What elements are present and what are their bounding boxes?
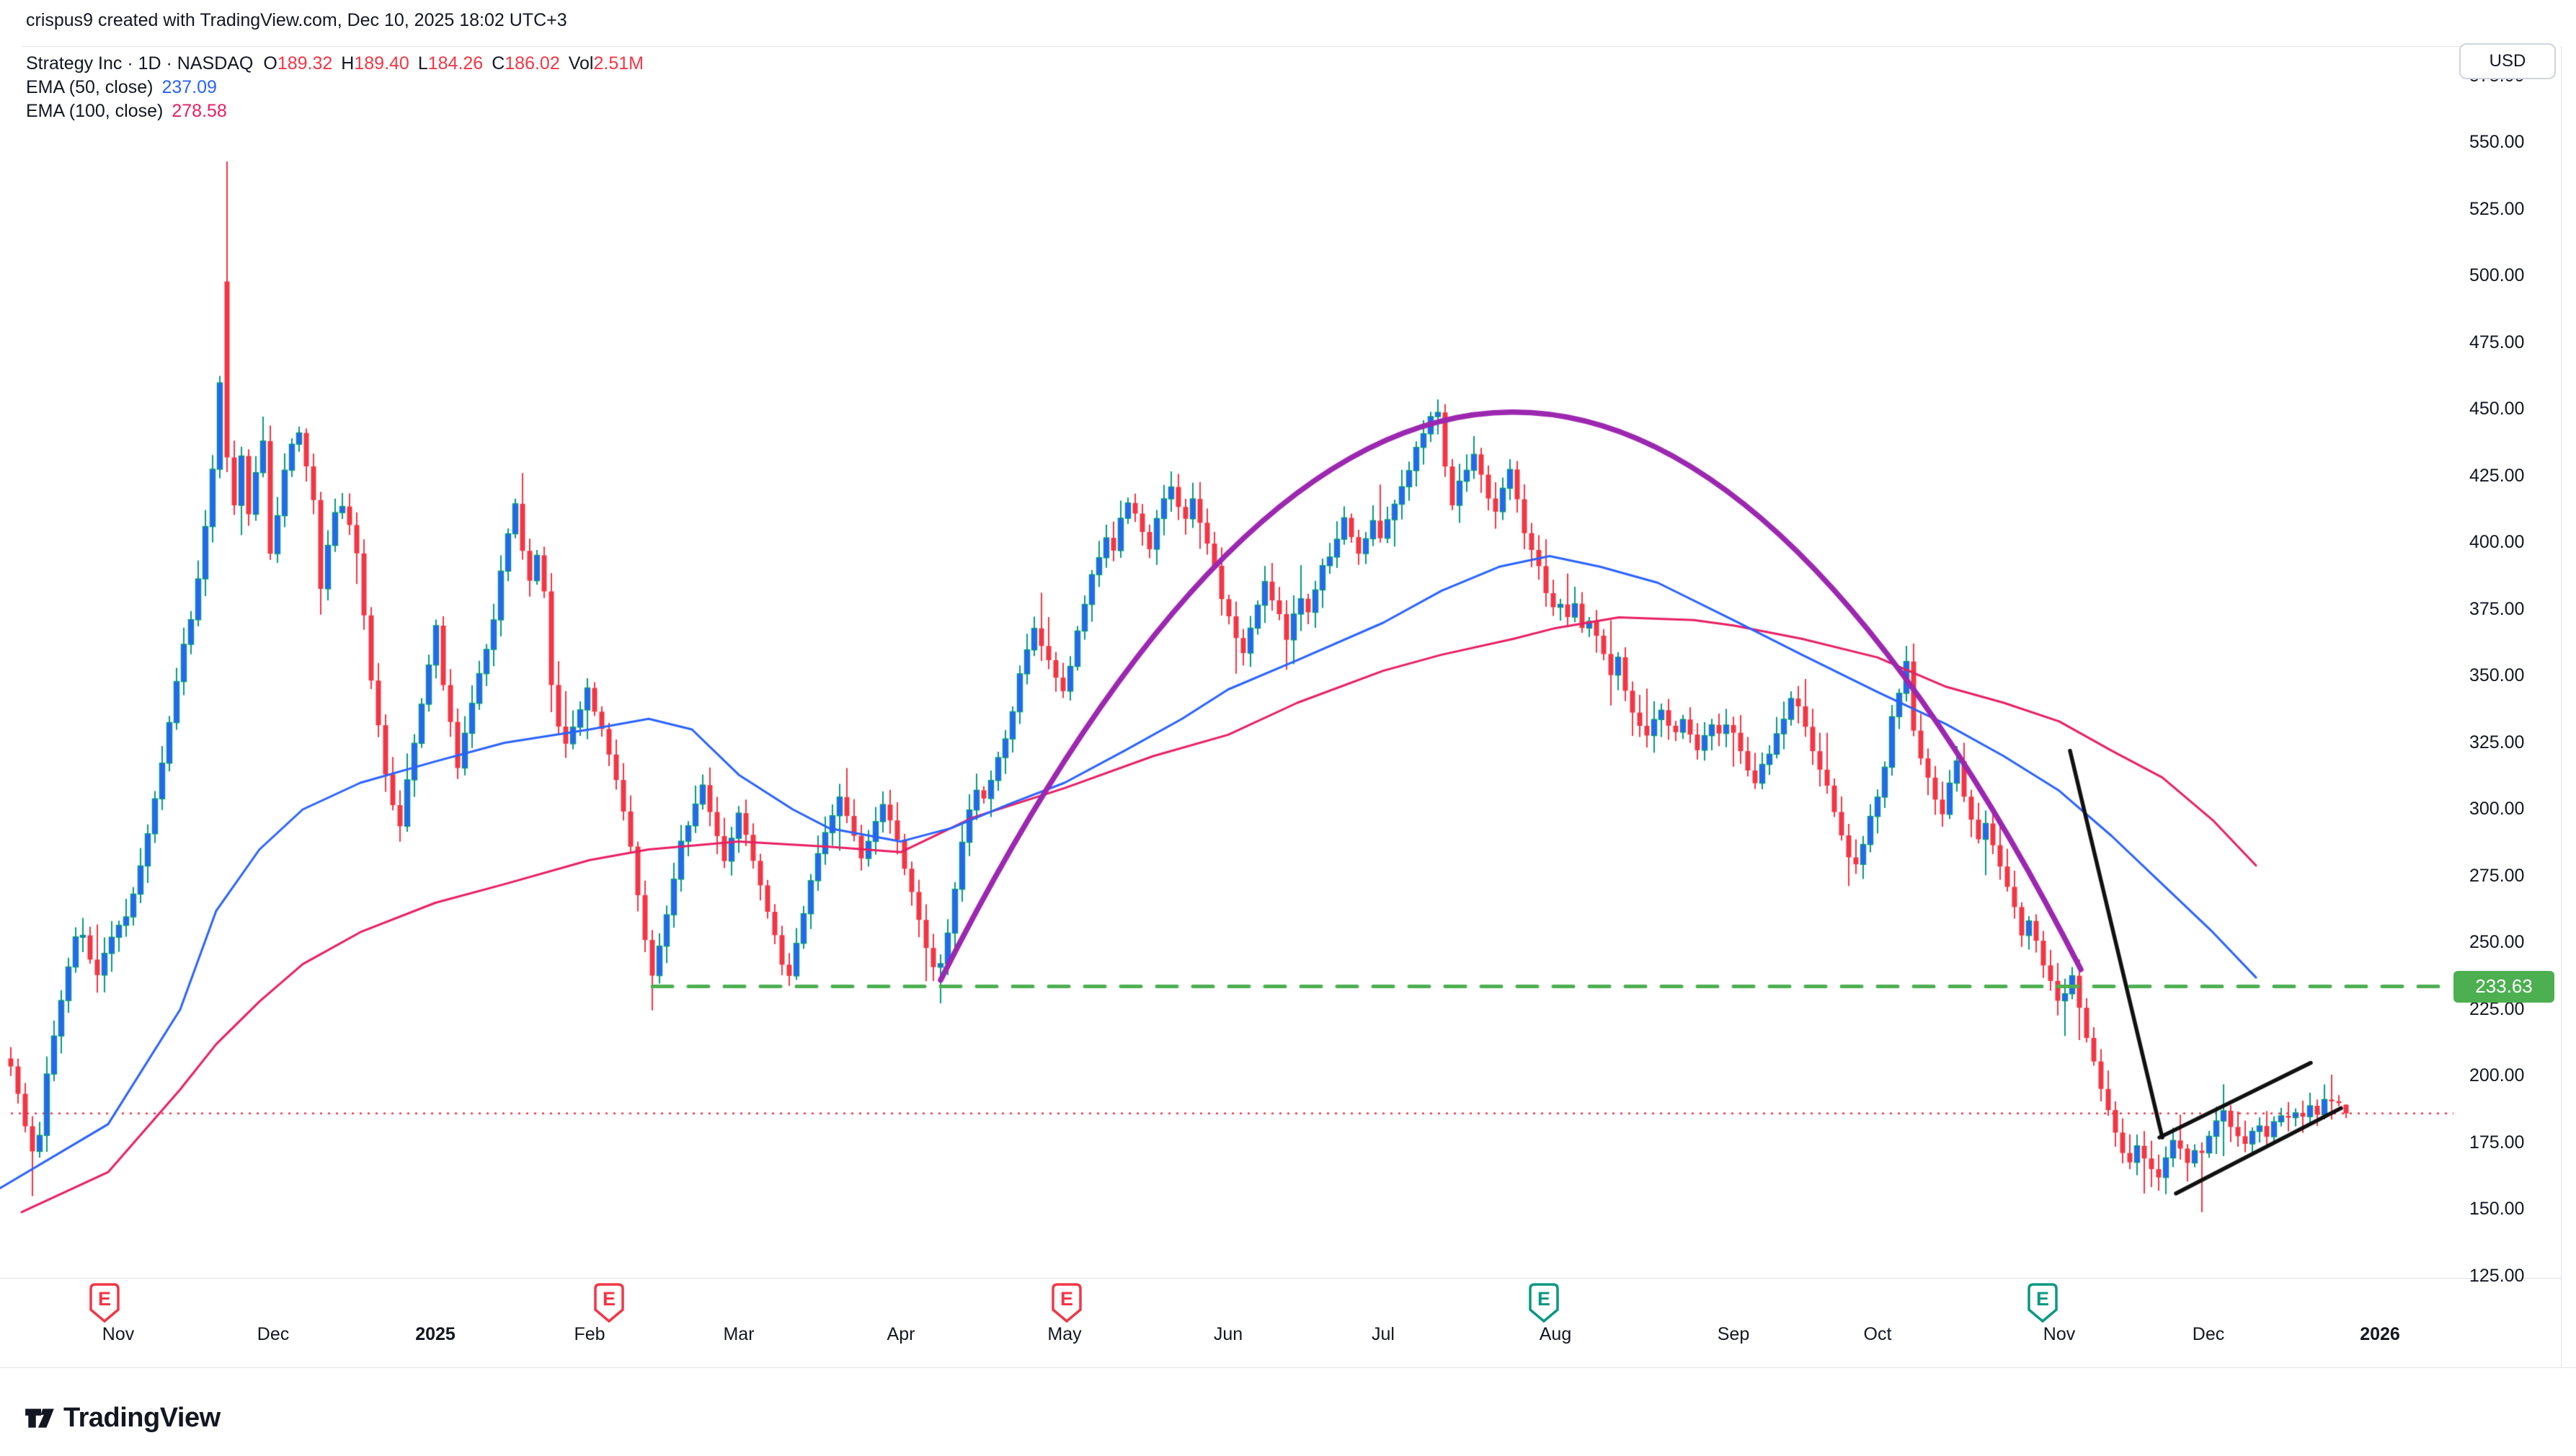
time-tick-label: Nov: [102, 1324, 135, 1344]
ohlc-quotes: O189.32 H189.40 L184.26 C186.02 Vol2.51M: [263, 53, 652, 74]
price-tick-label: 350.00: [2469, 665, 2525, 685]
ema100-value: 278.58: [172, 101, 227, 121]
quote-l: L184.26: [417, 53, 484, 74]
price-tick-label: 450.00: [2469, 399, 2525, 419]
legend-ema50-row[interactable]: EMA (50, close) 237.09: [26, 77, 652, 101]
brand-name: TradingView: [63, 1402, 221, 1433]
price-tick-label: 200.00: [2469, 1065, 2525, 1086]
time-tick-label: Jun: [1213, 1324, 1243, 1344]
symbol-title: Strategy Inc · 1D · NASDAQ: [26, 53, 254, 74]
time-tick-label: Aug: [1539, 1324, 1572, 1344]
svg-text:E: E: [1537, 1288, 1550, 1310]
price-tick-label: 400.00: [2469, 532, 2525, 552]
legend-symbol-row[interactable]: Strategy Inc · 1D · NASDAQ O189.32 H189.4…: [26, 53, 652, 77]
tradingview-brand[interactable]: TradingView: [23, 1401, 221, 1434]
price-tick-label: 425.00: [2469, 465, 2525, 486]
ema50-label: EMA (50, close): [26, 77, 154, 97]
time-tick-label: Feb: [574, 1324, 605, 1344]
price-tick-label: 150.00: [2469, 1199, 2525, 1219]
price-tick-label: 300.00: [2469, 799, 2525, 819]
price-tick-label: 250.00: [2469, 932, 2525, 952]
price-tick-label: 375.00: [2469, 598, 2525, 619]
time-tick-label: Dec: [2192, 1324, 2225, 1344]
price-level-badge: 233.63: [2453, 970, 2554, 1003]
price-tick-label: 475.00: [2469, 332, 2525, 352]
price-tick-label: 275.00: [2469, 865, 2525, 886]
time-tick-label: Apr: [887, 1324, 915, 1344]
price-tick-label: 175.00: [2469, 1132, 2525, 1153]
widget-top-border: [22, 46, 2555, 47]
svg-text:E: E: [98, 1288, 111, 1310]
quote-c: C186.02: [492, 53, 560, 74]
ema50-value: 237.09: [161, 77, 217, 97]
time-tick-label: 2025: [415, 1324, 456, 1344]
earnings-icon[interactable]: E: [2027, 1282, 2058, 1328]
time-tick-label: Dec: [257, 1324, 290, 1344]
ema100-label: EMA (100, close): [26, 101, 164, 121]
time-tick-label: Oct: [1863, 1324, 1892, 1344]
chart-legend: Strategy Inc · 1D · NASDAQ O189.32 H189.4…: [26, 53, 652, 125]
svg-text:E: E: [1060, 1288, 1073, 1310]
price-tick-label: 550.00: [2469, 132, 2525, 152]
chart-credit-text: crispus9 created with TradingView.com, D…: [26, 10, 567, 30]
time-tick-label: Sep: [1717, 1324, 1750, 1344]
earnings-icon[interactable]: E: [89, 1282, 120, 1328]
time-axis-top-border: [0, 1278, 2561, 1279]
tradingview-logo-icon: [25, 1408, 54, 1428]
earnings-icon[interactable]: E: [1051, 1282, 1083, 1328]
svg-text:E: E: [2036, 1288, 2049, 1310]
quote-o: O189.32: [263, 53, 333, 74]
time-tick-label: May: [1047, 1324, 1082, 1344]
quote-vol: Vol2.51M: [568, 53, 644, 74]
time-tick-label: Mar: [723, 1324, 755, 1344]
price-tick-label: 500.00: [2469, 265, 2525, 285]
currency-badge[interactable]: USD: [2459, 43, 2556, 79]
legend-ema100-row[interactable]: EMA (100, close) 278.58: [26, 101, 652, 125]
earnings-icon[interactable]: E: [1528, 1282, 1560, 1328]
price-tick-label: 125.00: [2469, 1265, 2525, 1286]
earnings-icon[interactable]: E: [593, 1282, 625, 1328]
quote-h: H189.40: [341, 53, 409, 74]
price-axis[interactable]: 575.00550.00525.00500.00475.00450.00425.…: [2453, 0, 2576, 1456]
time-tick-label: 2026: [2360, 1324, 2400, 1344]
price-tick-label: 525.00: [2469, 198, 2525, 219]
right-edge-border: [2561, 46, 2562, 1367]
price-tick-label: 325.00: [2469, 732, 2525, 753]
widget-bottom-border: [0, 1367, 2576, 1368]
svg-text:E: E: [603, 1288, 616, 1310]
time-axis[interactable]: Nov Dec 2025 Feb Mar Apr May Jun Jul Aug Sep Oct Nov…: [0, 1278, 2561, 1367]
time-tick-label: Jul: [1372, 1324, 1395, 1344]
time-tick-label: Nov: [2043, 1324, 2076, 1344]
